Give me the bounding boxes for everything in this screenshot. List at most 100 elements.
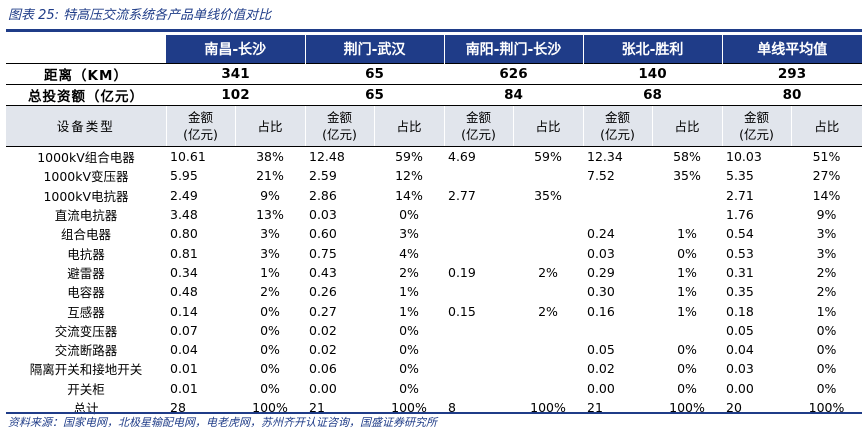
share-cell: 100% [530,400,566,415]
amount-cell: 7.52 [587,168,615,184]
amount-cell [444,224,513,243]
amount-cell: 5.35 [726,168,754,184]
table-row: 隔离开关和接地开关 0.01 0% 0.06 0% 0.02 0% 0.03 0% [6,359,862,378]
amount-header: 金额 (亿元) [443,105,513,147]
table-row: 开关柜 0.01 0% 0.00 0% 0.00 0% 0.00 0% [6,379,862,398]
investment-label: 总投资额（亿元） [6,84,166,106]
amount-cell [583,205,652,224]
share-cell [513,224,583,243]
share-cell: 58% [673,149,701,165]
share-cell [513,166,583,185]
share-cell: 13% [256,207,284,223]
equipment-label: 交流断路器 [54,343,118,359]
share-cell: 4% [399,245,419,261]
share-header: 占比 [651,105,722,147]
amount-cell [444,359,513,378]
share-cell: 100% [808,400,845,415]
amount-cell: 12.48 [309,149,345,165]
amount-cell [444,205,513,224]
equipment-label: 电容器 [67,285,105,301]
amount-cell: 10.61 [170,149,206,165]
amount-cell: 0.05 [587,342,615,358]
amount-cell: 0.00 [587,380,615,396]
amount-cell: 0.03 [587,245,615,261]
amount-cell: 0.30 [587,284,615,300]
amount-header: 金额 (亿元) [165,105,235,147]
share-cell [513,205,583,224]
investment-value: 84 [444,84,583,106]
amount-header: 金额 (亿元) [304,105,374,147]
table-row: 电容器 0.48 2% 0.26 1% 0.30 1% 0.35 2% [6,282,862,301]
share-cell: 0% [260,322,280,338]
table-row: 避雷器 0.34 1% 0.43 2% 0.19 2% 0.29 1% 0.31 2% [6,263,862,282]
source-note: 资料来源：国家电网，北极星输配电网，电老虎网，苏州齐开认证咨询，国盛证券研究所 [8,416,437,429]
amount-cell: 0.19 [448,264,476,280]
project-header-nanchang-changsha: 南昌-长沙 [166,35,305,64]
amount-cell: 0.75 [309,245,337,261]
table-row: 电抗器 0.81 3% 0.75 4% 0.03 0% 0.53 3% [6,243,862,262]
amount-cell: 0.27 [309,303,337,319]
amount-cell [444,321,513,340]
amount-cell: 28 [170,400,186,415]
figure-caption: 图表 25: 特高压交流系统各产品单线价值对比 [8,8,272,23]
amount-cell: 5.95 [170,168,198,184]
share-cell: 38% [256,149,284,165]
share-header: 占比 [512,105,583,147]
table-row: 直流电抗器 3.48 13% 0.03 0% 1.76 9% [6,205,862,224]
amount-cell: 0.34 [170,264,198,280]
amount-cell [444,166,513,185]
share-cell: 27% [812,168,841,184]
share-cell: 3% [260,226,280,242]
amount-cell: 3.48 [170,207,198,223]
amount-header-line2: (亿元) [600,127,635,142]
amount-header-line1: 金额 [465,110,491,125]
amount-cell [583,321,652,340]
share-cell: 0% [399,322,419,338]
share-cell: 1% [260,264,280,280]
share-cell [513,321,583,340]
share-cell: 0% [816,342,837,358]
distance-row: 距离（KM） 341 65 626 140 293 [6,63,862,85]
share-cell: 2% [260,284,280,300]
share-cell: 0% [260,380,280,396]
share-cell: 51% [812,149,841,165]
table-row: 交流变压器 0.07 0% 0.02 0% 0.05 0% [6,321,862,340]
share-cell [513,379,583,398]
share-cell [513,243,583,262]
amount-cell [444,243,513,262]
amount-cell: 0.03 [309,207,337,223]
table-row: 1000kV组合电器 10.61 38% 12.48 59% 4.69 59% 12.34 58… [6,147,862,167]
share-cell: 0% [677,380,697,396]
equipment-label: 交流变压器 [54,323,118,339]
equipment-type-header: 设备类型 [6,105,166,147]
share-cell [652,321,722,340]
amount-cell: 2.71 [726,187,754,203]
project-header-zhangbei-shengli: 张北-胜利 [582,35,722,64]
amount-cell: 12.34 [587,149,623,165]
amount-cell: 1.76 [726,207,754,223]
share-cell: 35% [673,168,701,184]
amount-cell: 20 [726,400,742,415]
table-row: 1000kV电抗器 2.49 9% 2.86 14% 2.77 35% 2.71 14% [6,186,862,205]
amount-cell: 0.03 [726,361,754,377]
header-row: 南昌-长沙 荆门-武汉 南阳-荆门-长沙 张北-胜利 单线平均值 [6,35,862,64]
share-cell: 100% [391,400,427,415]
amount-cell: 0.02 [587,361,615,377]
share-header: 占比 [373,105,444,147]
amount-cell: 8 [448,400,456,415]
amount-cell: 0.80 [170,226,198,242]
amount-cell: 0.81 [170,245,198,261]
equipment-label: 组合电器 [60,227,111,243]
share-cell: 59% [534,149,562,165]
amount-header: 金额 (亿元) [582,105,652,147]
investment-value: 102 [166,84,305,106]
amount-cell: 21 [587,400,603,415]
share-cell [513,359,583,378]
share-cell: 2% [399,264,419,280]
share-cell [513,282,583,301]
share-cell: 0% [399,380,419,396]
share-cell: 0% [399,342,419,358]
amount-cell: 0.16 [587,303,615,319]
share-cell: 9% [816,207,837,223]
share-cell: 0% [816,322,837,338]
